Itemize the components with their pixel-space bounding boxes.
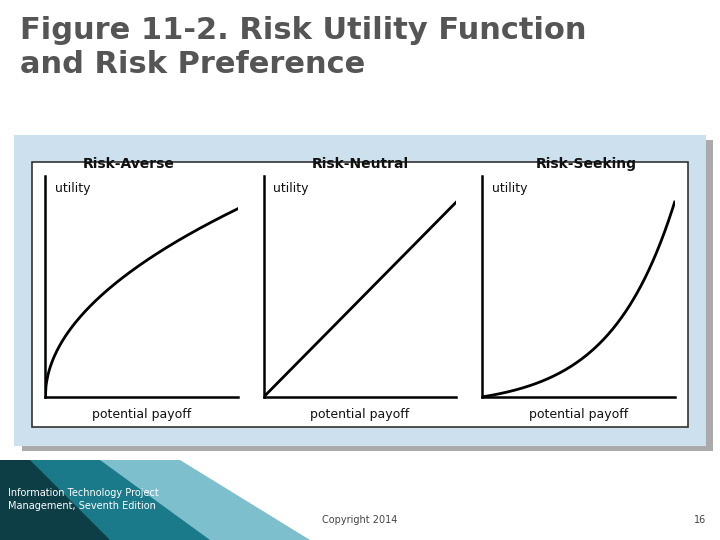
Text: potential payoff: potential payoff <box>310 408 410 421</box>
Text: potential payoff: potential payoff <box>528 408 628 421</box>
Polygon shape <box>0 460 210 540</box>
Text: Risk-Averse: Risk-Averse <box>83 157 174 171</box>
Text: 16: 16 <box>694 515 706 525</box>
Text: Figure 11-2. Risk Utility Function
and Risk Preference: Figure 11-2. Risk Utility Function and R… <box>20 16 587 79</box>
Text: Risk-Seeking: Risk-Seeking <box>536 157 637 171</box>
Text: utility: utility <box>55 182 91 195</box>
Polygon shape <box>0 460 110 540</box>
Text: Copyright 2014: Copyright 2014 <box>323 515 397 525</box>
Text: utility: utility <box>274 182 309 195</box>
Text: Information Technology Project
Management, Seventh Edition: Information Technology Project Managemen… <box>8 488 158 511</box>
Polygon shape <box>0 460 310 540</box>
Text: utility: utility <box>492 182 527 195</box>
Text: Risk-Neutral: Risk-Neutral <box>312 157 408 171</box>
Text: potential payoff: potential payoff <box>92 408 192 421</box>
